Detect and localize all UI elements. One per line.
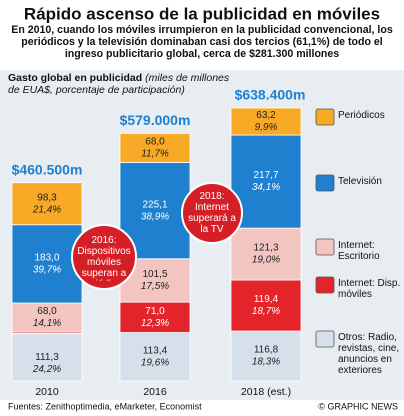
legend-label: Periódicos (338, 110, 385, 121)
share-label: 39,7% (33, 265, 61, 276)
x-tick-label: 2016 (143, 386, 167, 398)
annotation: 2018: Internet superará a la TV (188, 191, 236, 235)
value-label: 111,3 (35, 352, 59, 363)
share-label: 18,7% (252, 306, 280, 317)
legend-icon (315, 174, 335, 192)
share-label: 14,1% (33, 318, 61, 329)
x-tick-label: 2018 (est.) (241, 386, 291, 398)
share-label: 34,1% (252, 182, 280, 193)
value-label: 71,0 (145, 306, 165, 317)
legend-label: Otros: Radio, revistas, cine, anuncios e… (338, 332, 400, 376)
subtitle-box: En 2010, cuando los móviles irrumpieron … (11, 24, 393, 60)
legend-label: Internet: Escritorio (338, 240, 380, 262)
y-label-box: Gasto global en publicidad (miles de mil… (8, 72, 230, 96)
annotation-circle (71, 224, 137, 290)
value-label: 116,8 (254, 345, 279, 356)
bar-segment (119, 332, 191, 382)
share-label: 38,9% (141, 211, 169, 222)
y-label: Gasto global en publicidad (8, 72, 143, 84)
share-label: 9,9% (255, 122, 278, 133)
annotation-box: 2016: Dispositivos móviles superan a per… (77, 235, 131, 281)
share-label: 17,5% (141, 281, 169, 292)
value-label: 63,2 (256, 110, 276, 121)
subtitle: En 2010, cuando los móviles irrumpieron … (11, 24, 393, 60)
legend-label: Televisión (338, 176, 382, 187)
chart-title: Rápido ascenso de la publicidad en móvil… (24, 4, 380, 23)
annotation: 2016: Dispositivos móviles superan a per… (77, 235, 131, 281)
legend-label-box: Televisión (338, 176, 382, 187)
share-label: 18,3% (252, 357, 280, 368)
share-label: 19,6% (141, 357, 169, 368)
legend-icon (315, 238, 335, 256)
value-label: 119,4 (254, 294, 279, 305)
bar-segment (11, 182, 83, 226)
bar-segment (230, 330, 302, 382)
bar-segment (11, 302, 83, 333)
bar-segment (119, 301, 191, 333)
legend-icon (315, 330, 335, 348)
bar-segment (230, 107, 302, 136)
value-label: 113,4 (143, 345, 168, 356)
source: Fuentes: Zenithoptimedia, eMarketer, Eco… (8, 401, 202, 411)
share-label: 12,3% (141, 318, 169, 329)
bar-segment (11, 224, 83, 304)
credit: © GRAPHIC NEWS (318, 401, 398, 411)
legend-label-box: Otros: Radio, revistas, cine, anuncios e… (338, 332, 400, 376)
total-label: $460.500m (12, 161, 83, 177)
bar-segment (230, 279, 302, 332)
share-label: 19,0% (252, 255, 280, 266)
value-label: 225,1 (142, 199, 167, 210)
y-label-note: (miles de millones de EUA$, porcentaje d… (8, 72, 230, 96)
annotation-circle (181, 182, 243, 244)
value-label: 217,7 (253, 170, 278, 181)
value-label: 68,0 (145, 137, 165, 148)
total-label: $579.000m (120, 112, 191, 128)
legend-icon (315, 108, 335, 126)
value-label: 101,5 (142, 269, 167, 280)
value-label: 68,0 (37, 306, 57, 317)
legend-label-box: Internet: Escritorio (338, 240, 380, 262)
share-label: 24,2% (32, 364, 61, 375)
total-label: $638.400m (235, 87, 306, 103)
value-label: 183,0 (34, 253, 59, 264)
share-label: 11,7% (141, 149, 169, 160)
value-label: 121,3 (253, 243, 278, 254)
value-label: 98,3 (37, 192, 57, 203)
bar-segment (119, 133, 191, 163)
x-tick-label: 2010 (35, 386, 59, 398)
legend-label-box: Periódicos (338, 110, 385, 121)
legend-label-box: Internet: Disp. móviles (338, 278, 401, 300)
legend-label: Internet: Disp. móviles (338, 278, 401, 300)
annotation-box: 2018: Internet superará a la TV (188, 191, 236, 235)
legend-icon (315, 276, 335, 294)
share-label: 21,4% (32, 204, 61, 215)
